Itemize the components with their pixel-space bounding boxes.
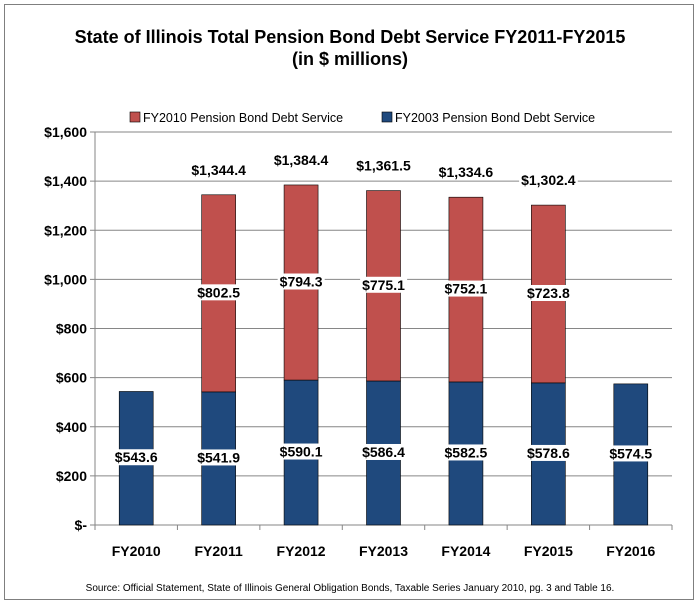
data-label-background <box>519 172 578 189</box>
data-label-total: $1,302.4 <box>521 172 576 188</box>
y-tick-label: $400 <box>56 419 87 435</box>
data-label-background <box>112 449 160 466</box>
y-tick-label: $800 <box>56 321 87 337</box>
data-label-background <box>189 161 249 178</box>
x-tick-label: FY2014 <box>441 543 490 559</box>
y-tick-label: $1,200 <box>44 222 87 238</box>
legend-swatch <box>381 111 393 123</box>
data-label-fy2003: $541.9 <box>197 449 240 465</box>
data-label-background <box>360 443 408 460</box>
data-label-background <box>524 444 572 461</box>
legend-label: FY2003 Pension Bond Debt Service <box>395 111 595 125</box>
chart-title: State of Illinois Total Pension Bond Deb… <box>0 26 700 70</box>
data-label-fy2003: $578.6 <box>527 445 570 461</box>
y-tick-label: $- <box>75 517 88 533</box>
data-label-fy2010: $775.1 <box>362 277 405 293</box>
y-tick-label: $1,600 <box>44 124 87 140</box>
data-label-total: $1,384.4 <box>274 152 329 168</box>
y-tick-label: $1,000 <box>44 271 87 287</box>
chart-title-line2: (in $ millions) <box>291 49 408 69</box>
data-label-fy2003: $574.5 <box>609 445 652 461</box>
data-label-background <box>277 443 325 460</box>
data-label-background <box>524 284 572 301</box>
data-label-total: $1,361.5 <box>356 158 411 174</box>
x-tick-label: FY2012 <box>277 543 326 559</box>
y-tick-label: $1,400 <box>44 173 87 189</box>
source-note: Source: Official Statement, State of Ill… <box>85 583 615 594</box>
y-tick-label: $200 <box>56 468 87 484</box>
x-tick-label: FY2011 <box>195 543 243 559</box>
data-label-fy2003: $586.4 <box>362 444 405 460</box>
data-label-total: $1,344.4 <box>191 162 246 178</box>
data-label-background <box>195 449 243 466</box>
data-label-background <box>271 151 331 168</box>
data-label-background <box>442 444 490 461</box>
data-label-fy2010: $802.5 <box>197 284 240 300</box>
data-label-fy2003: $582.5 <box>445 444 488 460</box>
y-tick-label: $600 <box>56 370 87 386</box>
chart-title-line1: State of Illinois Total Pension Bond Deb… <box>74 27 626 47</box>
data-label-background <box>442 280 490 297</box>
x-tick-label: FY2015 <box>524 543 573 559</box>
data-label-fy2003: $590.1 <box>280 444 323 460</box>
data-label-fy2010: $723.8 <box>527 285 570 301</box>
data-label-background <box>436 164 496 181</box>
data-label-background <box>607 445 655 462</box>
x-tick-label: FY2010 <box>112 543 161 559</box>
data-label-fy2010: $752.1 <box>445 281 488 297</box>
x-tick-label: FY2013 <box>359 543 408 559</box>
data-label-total: $1,334.6 <box>439 164 494 180</box>
x-tick-label: FY2016 <box>606 543 655 559</box>
legend-label: FY2010 Pension Bond Debt Service <box>143 111 343 125</box>
data-label-fy2003: $543.6 <box>115 449 158 465</box>
data-label-fy2010: $794.3 <box>280 274 323 290</box>
data-label-background <box>360 276 408 293</box>
data-label-background <box>195 284 243 301</box>
legend-swatch <box>129 111 141 123</box>
data-label-background <box>277 273 325 290</box>
data-label-background <box>354 157 413 174</box>
